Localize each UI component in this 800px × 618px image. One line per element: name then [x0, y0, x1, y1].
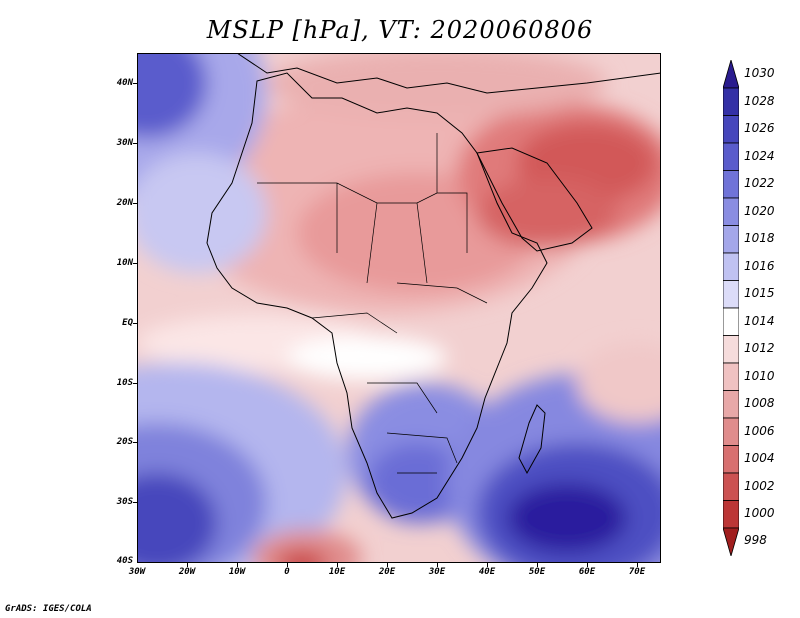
colorbar-swatch	[722, 500, 740, 529]
colorbar-label: 1002	[744, 478, 775, 493]
map-title: MSLP [hPa], VT: 2020060806	[206, 16, 594, 44]
colorbar-swatch	[722, 472, 740, 501]
colorbar-label: 1018	[744, 231, 775, 246]
colorbar-swatch	[722, 225, 740, 254]
colorbar-swatch	[722, 445, 740, 474]
lon-label-30w: 30W	[128, 567, 146, 577]
lat-tick	[133, 502, 137, 503]
lon-label-70e: 70E	[628, 567, 646, 577]
lon-tick	[237, 563, 238, 567]
lon-tick	[337, 563, 338, 567]
lat-tick	[133, 143, 137, 144]
lat-tick	[133, 383, 137, 384]
colorbar-swatch	[722, 417, 740, 446]
colorbar-label: 1010	[744, 368, 775, 383]
colorbar-swatch	[722, 252, 740, 281]
lon-label-40e: 40E	[478, 567, 496, 577]
lon-label-10e: 10E	[328, 567, 346, 577]
lat-label-10s: 10S	[116, 378, 133, 388]
colorbar-label: 1008	[744, 396, 775, 411]
lon-label-20e: 20E	[378, 567, 396, 577]
colorbar-label: 1006	[744, 423, 775, 438]
colorbar-label: 1024	[744, 148, 775, 163]
lon-tick	[537, 563, 538, 567]
lon-tick	[637, 563, 638, 567]
lat-tick	[133, 323, 137, 324]
colorbar-label: 1020	[744, 203, 775, 218]
colorbar-label: 1004	[744, 451, 775, 466]
colorbar-swatch	[722, 170, 740, 199]
colorbar-label: 998	[744, 532, 767, 547]
pressure-map[interactable]	[137, 53, 661, 563]
lon-label-10w: 10W	[228, 567, 246, 577]
lat-label-40s: 40S	[116, 556, 133, 566]
lon-label-30e: 30E	[428, 567, 446, 577]
colorbar-swatch	[722, 362, 740, 391]
colorbar-label: 1028	[744, 93, 775, 108]
colorbar-swatch	[722, 280, 740, 309]
lon-tick	[487, 563, 488, 567]
colorbar	[722, 58, 740, 558]
lat-tick	[133, 83, 137, 84]
lon-tick	[287, 563, 288, 567]
colorbar-swatch	[722, 142, 740, 171]
colorbar-label: 1022	[744, 176, 775, 191]
lon-label-50e: 50E	[528, 567, 546, 577]
lat-label-eq: EQ	[122, 318, 133, 328]
colorbar-label: 1012	[744, 341, 775, 356]
lon-tick	[437, 563, 438, 567]
colorbar-swatch	[722, 87, 740, 116]
colorbar-swatch	[722, 307, 740, 336]
colorbar-label: 1000	[744, 506, 775, 521]
lon-label-0: 0	[284, 567, 290, 577]
colorbar-swatch	[722, 115, 740, 144]
colorbar-label: 1026	[744, 121, 775, 136]
lat-label-20n: 20N	[116, 198, 133, 208]
colorbar-cap-bottom	[722, 527, 740, 558]
lat-label-10n: 10N	[116, 258, 133, 268]
credit-text: GrADS: IGES/COLA	[5, 604, 92, 614]
lon-tick	[587, 563, 588, 567]
lat-label-30s: 30S	[116, 497, 133, 507]
colorbar-swatch	[722, 197, 740, 226]
colorbar-cap-top	[722, 58, 740, 89]
lat-tick	[133, 263, 137, 264]
lat-label-20s: 20S	[116, 437, 133, 447]
lat-label-40n: 40N	[116, 78, 133, 88]
lat-tick	[133, 442, 137, 443]
colorbar-swatch	[722, 335, 740, 364]
colorbar-swatch	[722, 390, 740, 419]
lon-label-20w: 20W	[178, 567, 196, 577]
lat-tick	[133, 203, 137, 204]
lat-label-30n: 30N	[116, 138, 133, 148]
colorbar-label: 1016	[744, 258, 775, 273]
lon-tick	[187, 563, 188, 567]
lon-label-60e: 60E	[578, 567, 596, 577]
colorbar-label: 1030	[744, 66, 775, 80]
colorbar-label: 1014	[744, 313, 775, 328]
lon-tick	[387, 563, 388, 567]
colorbar-label: 1015	[744, 286, 775, 301]
